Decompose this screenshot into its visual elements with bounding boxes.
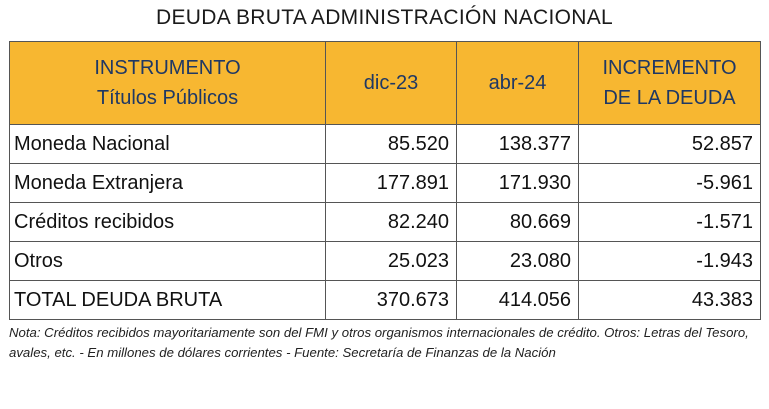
cell-incremento: -1.943	[578, 241, 761, 281]
header-incremento-line1: INCREMENTO	[602, 57, 737, 79]
header-row: INSTRUMENTO Títulos Públicos dic-23 abr-…	[9, 41, 761, 125]
cell-abr24: 171.930	[456, 163, 579, 203]
row-label: Otros	[9, 241, 326, 281]
cell-abr24: 414.056	[456, 280, 579, 320]
header-instrumento: INSTRUMENTO Títulos Públicos	[9, 41, 326, 125]
header-dic23: dic-23	[325, 41, 457, 125]
cell-abr24: 23.080	[456, 241, 579, 281]
cell-dic23: 85.520	[325, 124, 457, 164]
footnote: Nota: Créditos recibidos mayoritariament…	[9, 325, 749, 360]
cell-abr24: 138.377	[456, 124, 579, 164]
debt-table: INSTRUMENTO Títulos Públicos dic-23 abr-…	[9, 41, 761, 320]
header-instrumento-line2: Títulos Públicos	[96, 87, 239, 109]
table-row: Créditos recibidos 82.240 80.669 -1.571	[9, 202, 761, 242]
table-row: Otros 25.023 23.080 -1.943	[9, 241, 761, 281]
row-label: Créditos recibidos	[9, 202, 326, 242]
table-title: DEUDA BRUTA ADMINISTRACIÓN NACIONAL	[155, 6, 614, 29]
cell-dic23: 177.891	[325, 163, 457, 203]
cell-incremento: -5.961	[578, 163, 761, 203]
header-abr24: abr-24	[456, 41, 579, 125]
row-label: TOTAL DEUDA BRUTA	[9, 280, 326, 320]
row-label: Moneda Nacional	[9, 124, 326, 164]
cell-abr24: 80.669	[456, 202, 579, 242]
table-row: Moneda Extranjera 177.891 171.930 -5.961	[9, 163, 761, 203]
header-incremento-line2: DE LA DEUDA	[603, 87, 736, 109]
header-instrumento-line1: INSTRUMENTO	[94, 57, 241, 79]
header-incremento: INCREMENTO DE LA DEUDA	[578, 41, 761, 125]
cell-dic23: 370.673	[325, 280, 457, 320]
cell-incremento: 43.383	[578, 280, 761, 320]
cell-dic23: 25.023	[325, 241, 457, 281]
table-row: Moneda Nacional 85.520 138.377 52.857	[9, 124, 761, 164]
total-row: TOTAL DEUDA BRUTA 370.673 414.056 43.383	[9, 280, 761, 320]
cell-incremento: 52.857	[578, 124, 761, 164]
cell-incremento: -1.571	[578, 202, 761, 242]
cell-dic23: 82.240	[325, 202, 457, 242]
row-label: Moneda Extranjera	[9, 163, 326, 203]
